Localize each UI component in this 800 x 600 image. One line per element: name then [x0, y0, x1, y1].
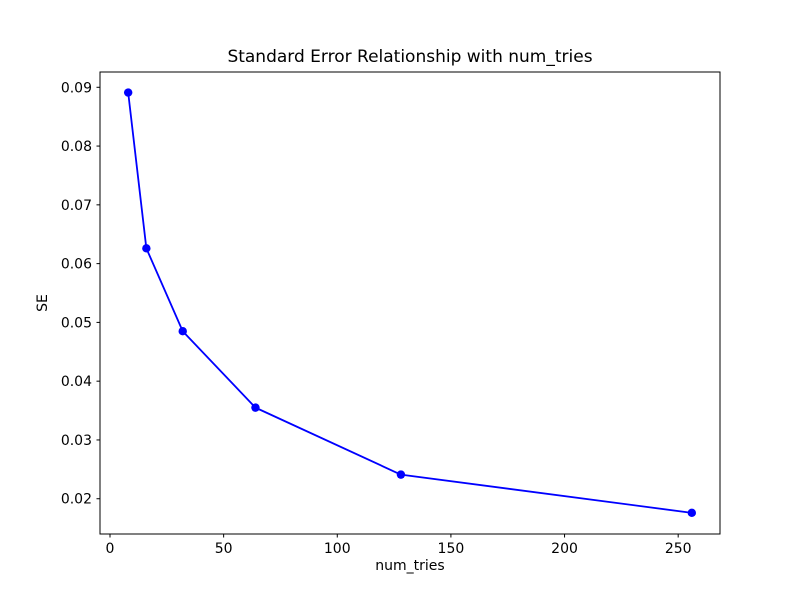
x-tick-label: 50: [215, 541, 233, 557]
se-data-series: [123, 88, 697, 518]
data-point: [687, 508, 697, 518]
x-tick-label: 200: [551, 541, 578, 557]
x-axis: 0 50 100 150 200 250: [106, 534, 692, 557]
y-tick-label: 0.06: [61, 257, 92, 273]
data-point: [251, 403, 260, 412]
x-axis-label: num_tries: [375, 558, 444, 574]
x-tick-label: 0: [106, 541, 115, 557]
chart-title: Standard Error Relationship with num_tri…: [227, 47, 592, 67]
y-axis: 0.02 0.03 0.04 0.05 0.06 0.07 0.08 0.09: [61, 80, 100, 508]
y-tick-label: 0.08: [61, 139, 92, 155]
x-tick-label: 150: [438, 541, 465, 557]
y-tick-label: 0.07: [61, 198, 92, 214]
plot-area-spines: [99, 71, 721, 535]
data-point: [142, 244, 151, 253]
y-tick-label: 0.02: [61, 492, 92, 508]
y-tick-label: 0.05: [61, 315, 92, 331]
y-tick-label: 0.09: [61, 80, 92, 96]
y-tick-label: 0.04: [61, 374, 92, 390]
data-point: [178, 327, 187, 336]
y-tick-label: 0.03: [61, 433, 92, 449]
y-axis-label: SE: [35, 294, 51, 312]
se-line: [127, 91, 693, 514]
data-point: [396, 470, 406, 479]
data-point: [123, 88, 133, 97]
x-tick-label: 250: [665, 541, 692, 557]
x-tick-label: 100: [324, 541, 351, 557]
